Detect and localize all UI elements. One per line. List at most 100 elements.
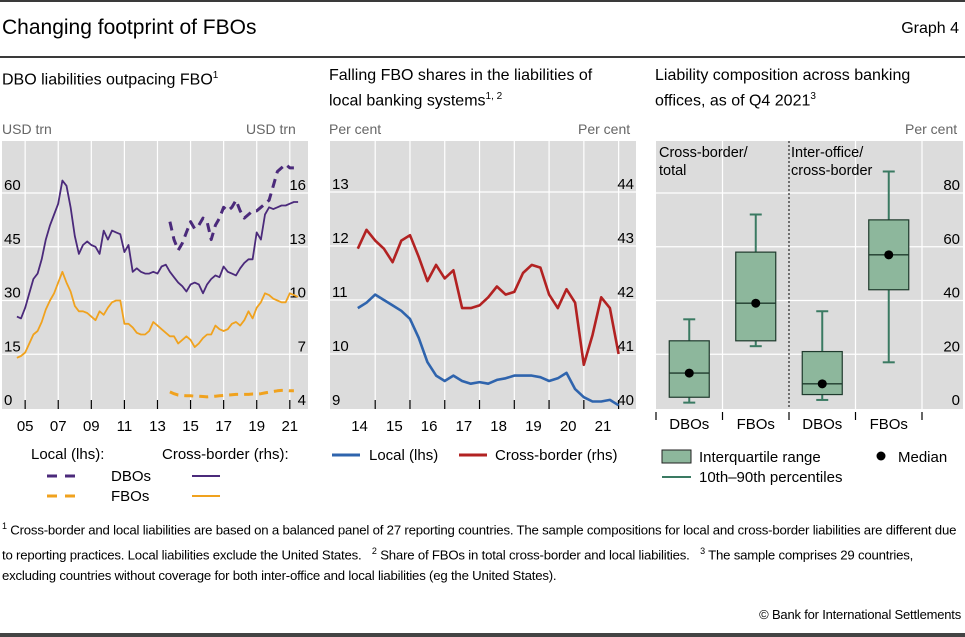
legend-local-header: Local (lhs): bbox=[31, 446, 104, 463]
bottom-rule bbox=[0, 633, 965, 637]
panel2-xtick-label: 21 bbox=[595, 418, 612, 435]
panel1-xtick-label: 17 bbox=[215, 418, 232, 435]
panel1-unit-right: USD trn bbox=[246, 121, 296, 137]
panel2-ytick-right: 41 bbox=[617, 338, 634, 355]
panel3-title-line1: Liability composition across banking bbox=[655, 67, 911, 84]
panel2-ytick-left: 10 bbox=[332, 338, 349, 355]
panel1-xtick-label: 21 bbox=[281, 418, 298, 435]
footnote1-text: Cross-border and local liabilities are b… bbox=[2, 522, 957, 563]
panel1-xtick-label: 09 bbox=[83, 418, 100, 435]
panel1-series-local-fbos-lhs bbox=[169, 388, 294, 399]
panel2-title: Falling FBO shares in the liabilities of… bbox=[329, 65, 592, 111]
panel1-title: DBO liabilities outpacing FBO1 bbox=[2, 65, 218, 90]
panel3-category-label: FBOs bbox=[870, 416, 908, 433]
panel2-xtick-label: 17 bbox=[456, 418, 473, 435]
graph-number: Graph 4 bbox=[901, 20, 959, 37]
panel2-unit-left: Per cent bbox=[329, 121, 382, 137]
panel3-box-iqr bbox=[735, 251, 777, 342]
legend-local-label: Local (lhs) bbox=[369, 447, 438, 464]
footnote2-text: Share of FBOs in total cross-border and … bbox=[380, 547, 690, 563]
panel3-category-label: DBOs bbox=[802, 416, 842, 433]
panel1-unit-left: USD trn bbox=[2, 121, 52, 137]
legend-dbos-label: DBOs bbox=[111, 468, 151, 485]
panel1-ytick-left: 30 bbox=[4, 285, 21, 302]
title-rule bbox=[0, 56, 965, 58]
panel3-group-label: Inter-office/ bbox=[791, 145, 864, 161]
panel1-legend: Local (lhs): Cross-border (rhs): DBOs FB… bbox=[31, 446, 289, 505]
panel1-ytick-right: 13 bbox=[289, 231, 306, 248]
panel3-category-label: FBOs bbox=[737, 416, 775, 433]
footnote2-mark: 2 bbox=[371, 545, 377, 556]
panel1-ytick-left: 45 bbox=[4, 231, 21, 248]
panel1-chart: 05 07 09 11 13 15 17 19 21 0 15 30 45 60 4 7 10 13 16 bbox=[2, 141, 308, 435]
panel2-series-cross-border-rhs bbox=[356, 228, 620, 367]
legend-iqr-swatch bbox=[661, 449, 692, 464]
panel1-ytick-left: 15 bbox=[4, 338, 21, 355]
panel1-ytick-left: 60 bbox=[4, 177, 21, 194]
panel3-title: Liability composition across banking offi… bbox=[655, 65, 910, 111]
panel3-box-iqr bbox=[668, 340, 710, 398]
panel2-xtick-label: 19 bbox=[525, 418, 542, 435]
panel3-median-dot bbox=[751, 298, 761, 308]
panel1-ytick-right: 7 bbox=[298, 338, 306, 355]
panel3-legend: Interquartile range Median 10th–90th per… bbox=[661, 449, 947, 486]
panel1-ytick-right: 16 bbox=[289, 177, 306, 194]
panel3-category-label: DBOs bbox=[669, 416, 709, 433]
panel1-ytick-right: 4 bbox=[298, 392, 306, 409]
panel3-group-label: cross-border bbox=[791, 163, 873, 179]
panel2-plot-bg bbox=[330, 141, 636, 409]
legend-pct-label: 10th–90th percentiles bbox=[699, 469, 842, 486]
panel2-unit-right: Per cent bbox=[578, 121, 631, 137]
panel3-median-dot bbox=[684, 368, 694, 378]
panel2-xtick-label: 15 bbox=[386, 418, 403, 435]
legend-cross-header: Cross-border (rhs): bbox=[162, 446, 289, 463]
panel1-ytick-left: 0 bbox=[4, 392, 12, 409]
panel2-ytick-right: 44 bbox=[617, 176, 634, 193]
copyright: © Bank for International Settlements bbox=[759, 607, 961, 622]
panel3-chart: 0 20 40 60 80 Cross-border/total Inter-office/… bbox=[655, 141, 963, 433]
panel2-legend: Local (lhs) Cross-border (rhs) bbox=[332, 447, 618, 464]
legend-median-label: Median bbox=[898, 449, 947, 466]
panel2-ytick-left: 12 bbox=[332, 230, 349, 247]
footnote3-text: The sample comprises 29 countries, exclu… bbox=[2, 547, 914, 583]
panel3-unit-right: Per cent bbox=[905, 121, 958, 137]
panel2-chart: 14 15 16 17 18 19 20 21 9 10 11 12 13 40 41 42 43 44 bbox=[330, 141, 636, 435]
panel3-median-dot bbox=[884, 250, 894, 260]
panel3-group-label: total bbox=[659, 163, 686, 179]
footnote1-mark: 1 bbox=[2, 521, 7, 531]
legend-iqr-label: Interquartile range bbox=[699, 449, 821, 466]
panel3-median-dot bbox=[817, 379, 827, 389]
panel2-title-sup: 1, 2 bbox=[485, 91, 503, 102]
panel1-title-sup: 1 bbox=[212, 70, 219, 81]
panel1-series-local-dbos-lhs bbox=[168, 162, 294, 252]
panel1-xtick-label: 13 bbox=[149, 418, 166, 435]
panel2-ytick-right: 42 bbox=[617, 284, 634, 301]
panel3-title-sup: 3 bbox=[810, 91, 816, 102]
panel1-xtick-label: 15 bbox=[182, 418, 199, 435]
panel1-plot-bg bbox=[2, 141, 308, 409]
panel2-series-local-lhs bbox=[357, 293, 620, 407]
panel3-title-line2: offices, as of Q4 2021 bbox=[655, 92, 811, 110]
panel1-ytick-right: 10 bbox=[289, 285, 306, 302]
panel2-ytick-right: 40 bbox=[617, 392, 634, 409]
panel1-xtick-label: 11 bbox=[117, 418, 133, 435]
panel3-ytick: 0 bbox=[952, 392, 960, 409]
legend-median-dot bbox=[876, 451, 886, 461]
graph-title: Changing footprint of FBOs bbox=[2, 16, 257, 39]
panel1-title-text: DBO liabilities outpacing FBO bbox=[2, 71, 213, 89]
panel3-ytick: 40 bbox=[943, 285, 960, 302]
panel1-xtick-label: 19 bbox=[248, 418, 265, 435]
top-rule bbox=[0, 0, 965, 2]
panel2-xtick-label: 20 bbox=[560, 418, 577, 435]
panel1-series-cross-border-dbos-rhs bbox=[16, 179, 299, 320]
panel3-ytick: 60 bbox=[943, 231, 960, 248]
footnote3-mark: 3 bbox=[700, 545, 705, 556]
panel1-xtick-label: 07 bbox=[50, 418, 67, 435]
panel3-ytick: 20 bbox=[943, 338, 960, 355]
panel1-xtick-label: 05 bbox=[17, 418, 34, 435]
panel2-xtick-label: 16 bbox=[421, 418, 438, 435]
panel2-ytick-left: 11 bbox=[332, 284, 348, 301]
panel2-title-line1: Falling FBO shares in the liabilities of bbox=[329, 67, 593, 84]
panel2-title-line2: local banking systems bbox=[329, 92, 486, 110]
